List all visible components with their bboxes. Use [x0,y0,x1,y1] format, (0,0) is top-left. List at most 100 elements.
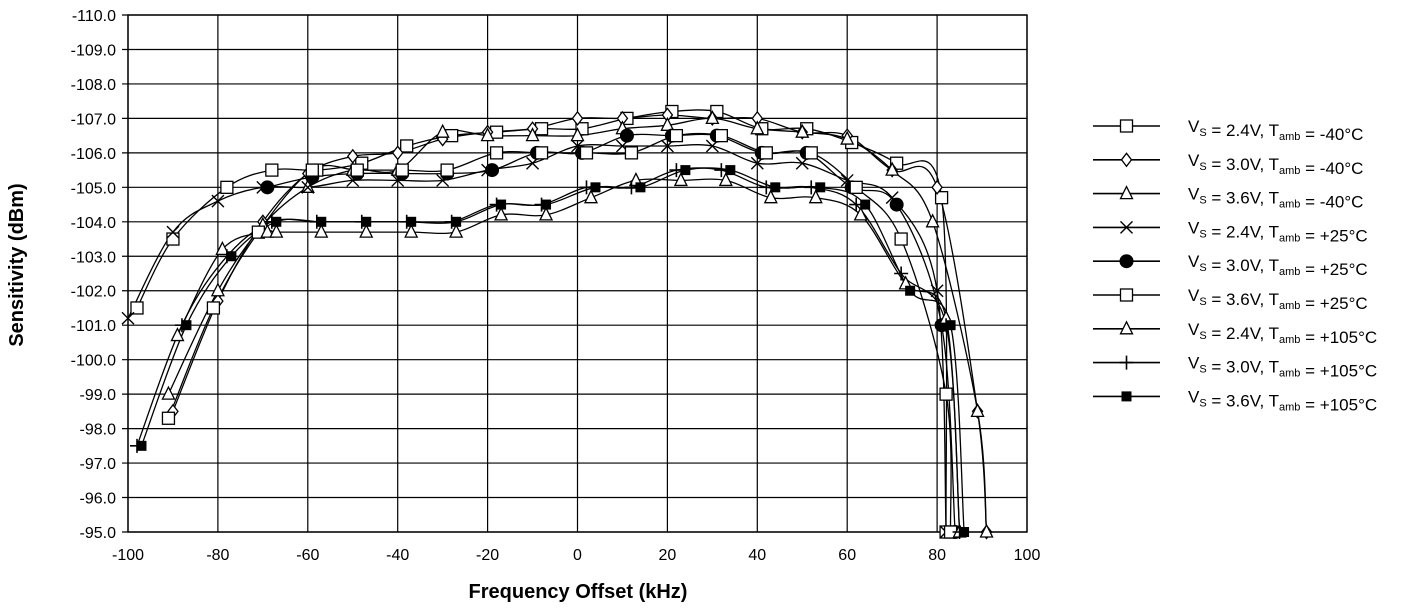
x-tick-label: 40 [748,547,766,564]
data-point-series-9 [541,199,552,210]
data-point-series-7 [170,327,185,342]
data-point-series-1 [220,180,234,194]
legend-marker [1121,391,1132,402]
legend-item-1: VS = 2.4V, Tamb = -40°C [1093,117,1363,144]
plot-grid [122,14,1028,533]
data-point-series-7 [763,189,778,204]
data-point-series-3 [210,282,225,297]
data-point-series-7 [494,206,509,221]
series-line-1 [136,109,948,533]
data-point-series-9 [271,216,282,227]
data-point-series-6 [440,163,454,177]
data-point-series-6 [534,146,549,160]
data-point-series-2 [571,110,584,126]
y-tick-label: -100.0 [71,353,116,370]
data-point-series-3 [480,127,495,142]
data-point-series-9 [635,182,646,193]
series-line-8 [136,167,961,533]
data-point-series-4 [166,225,180,239]
legend-item-9: VS = 3.6V, Tamb = +105°C [1093,387,1377,414]
data-point-series-5 [889,197,904,212]
data-point-series-2 [391,145,404,161]
data-point-series-6 [939,387,953,401]
legend-label: VS = 3.6V, Tamb = +25°C [1188,286,1368,313]
legend-item-8: VS = 3.0V, Tamb = +105°C [1093,354,1377,381]
x-tick-label: 100 [1014,547,1041,564]
data-point-series-9 [406,216,417,227]
data-point-series-8 [894,266,909,281]
data-point-series-4 [211,194,225,208]
data-point-series-6 [714,128,728,143]
data-point-series-5 [485,163,500,178]
legend-marker [1119,185,1134,200]
legend-label: VS = 3.6V, Tamb = -40°C [1188,185,1363,212]
y-tick-label: -104.0 [71,215,116,232]
x-tick-label: 20 [659,547,677,564]
data-point-series-1 [934,191,949,205]
y-tick-label: -102.0 [71,284,116,301]
data-point-series-9 [226,251,237,262]
data-point-series-9 [905,285,916,296]
data-point-series-6 [350,163,364,177]
y-tick-label: -110.0 [72,8,116,25]
series-group [127,109,988,533]
x-tick-label: 60 [838,547,856,564]
legend-label: VS = 3.6V, Tamb = +105°C [1188,387,1377,414]
data-point-series-9 [770,182,781,193]
data-point-series-9 [136,440,147,451]
data-point-series-7 [583,189,599,204]
series-line-2 [172,114,988,533]
series-line-4 [127,144,947,533]
data-point-series-3 [161,385,176,400]
data-point-series-6 [206,301,221,315]
x-tick-label: -80 [206,547,229,564]
data-point-series-6 [849,180,863,194]
legend-label: VS = 3.0V, Tamb = +105°C [1188,354,1377,381]
data-point-series-6 [305,163,319,177]
x-tick-label: 0 [573,547,582,564]
data-point-series-6 [161,411,176,425]
data-point-series-6 [894,232,908,246]
data-point-series-6 [669,128,684,143]
x-axis-title: Frequency Offset (kHz) [469,581,688,603]
x-tick-label: -20 [476,547,499,564]
legend-item-3: VS = 3.6V, Tamb = -40°C [1093,185,1363,212]
data-point-series-2 [931,179,943,195]
legend-item-5: VS = 3.0V, Tamb = +25°C [1093,252,1368,279]
data-point-series-1 [400,139,414,153]
data-point-series-7 [260,223,275,238]
legend: VS = 2.4V, Tamb = -40°C VS = 3.0V, Tamb =… [1093,117,1377,414]
data-point-series-3 [925,213,940,228]
legend-marker [1120,152,1133,168]
y-tick-label: -107.0 [71,111,116,128]
y-axis-title: Sensitivity (dBm) [6,183,28,346]
y-tick-label: -98.0 [80,422,117,439]
data-point-series-7 [673,171,688,187]
y-tick-label: -95.0 [80,525,117,542]
legend-marker [1119,288,1134,302]
data-point-series-9 [959,527,970,537]
data-point-series-3 [750,120,765,135]
data-point-series-1 [265,163,279,177]
y-tick-label: -103.0 [71,249,116,266]
data-point-series-1 [130,301,144,315]
legend-marker [1119,119,1134,133]
data-point-series-9 [590,182,601,193]
data-point-series-4 [121,311,135,325]
data-point-series-7 [538,206,554,221]
data-point-series-6 [624,146,639,160]
y-tick-label: -96.0 [80,491,117,508]
data-point-series-7 [808,189,823,204]
data-point-series-9 [945,320,956,331]
data-point-series-1 [166,232,180,246]
data-point-series-3 [840,130,855,145]
legend-label: VS = 2.4V, Tamb = +25°C [1188,218,1368,245]
data-point-series-5 [260,180,275,195]
data-point-series-3 [970,402,985,418]
legend-marker [1119,320,1134,335]
data-point-series-9 [725,165,736,176]
data-point-series-3 [300,178,315,193]
series-line-7 [176,178,961,533]
x-tick-label: -100 [112,547,144,564]
data-point-series-7 [314,223,329,238]
